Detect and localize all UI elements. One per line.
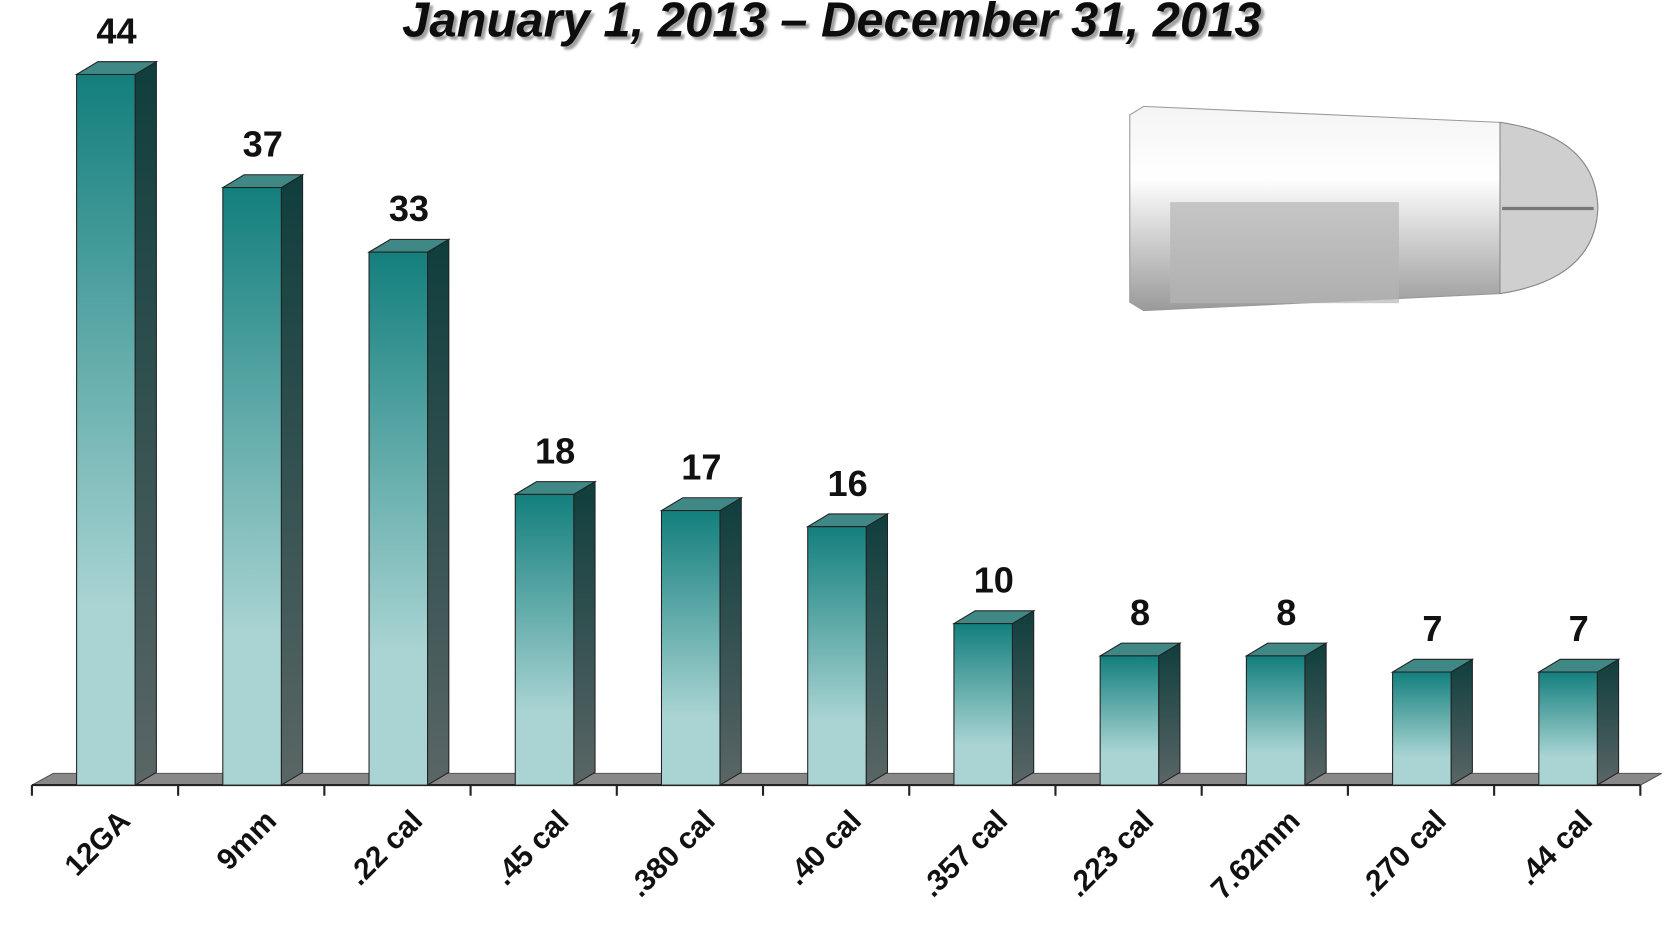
x-tick-label: .357 cal xyxy=(915,804,1014,903)
data-label: 8 xyxy=(1276,592,1296,633)
bar xyxy=(76,73,136,786)
x-tick-label: .380 cal xyxy=(622,804,721,903)
bar xyxy=(368,251,429,786)
bar xyxy=(660,510,721,786)
bar xyxy=(222,186,282,786)
data-label: 17 xyxy=(681,447,721,488)
x-tick-label: .22 cal xyxy=(342,804,430,892)
x-tick-label: .44 cal xyxy=(1511,804,1599,892)
x-tick-label: .223 cal xyxy=(1061,804,1160,903)
data-label: 7 xyxy=(1422,608,1442,649)
x-tick-label: 9mm xyxy=(211,804,283,876)
bar-side xyxy=(1450,658,1473,787)
bar xyxy=(1538,671,1598,786)
bar-side xyxy=(1011,609,1035,787)
bar xyxy=(1392,671,1452,786)
data-label: 7 xyxy=(1569,608,1589,649)
data-label: 10 xyxy=(974,560,1014,601)
x-tick-label: .40 cal xyxy=(780,804,868,892)
bar xyxy=(953,623,1013,786)
x-tick-label: 7.62mm xyxy=(1205,804,1307,906)
x-tick-label: .270 cal xyxy=(1353,804,1452,903)
data-label: 44 xyxy=(96,11,136,52)
bar-side xyxy=(719,496,742,787)
bar-side xyxy=(1596,658,1620,787)
data-label: 18 xyxy=(535,431,575,472)
data-label: 33 xyxy=(389,188,429,229)
bar xyxy=(1245,655,1306,786)
bar xyxy=(1099,655,1160,786)
bar-side xyxy=(573,480,596,787)
x-tick-label: .45 cal xyxy=(488,804,576,892)
bar-side xyxy=(134,60,157,787)
bar-side xyxy=(1304,642,1327,787)
bar-side xyxy=(280,173,304,787)
bar-side xyxy=(427,238,450,787)
bar xyxy=(807,526,867,786)
x-tick-label: 12GA xyxy=(58,804,136,882)
bar xyxy=(514,493,575,786)
data-label: 16 xyxy=(827,463,867,504)
data-label: 8 xyxy=(1130,592,1150,633)
bar-side xyxy=(865,512,889,787)
chart-title: January 1, 2013 – December 31, 2013 xyxy=(402,0,1261,47)
data-label: 37 xyxy=(243,124,283,165)
bullet-image xyxy=(1129,105,1599,312)
bar-side xyxy=(1158,642,1181,787)
